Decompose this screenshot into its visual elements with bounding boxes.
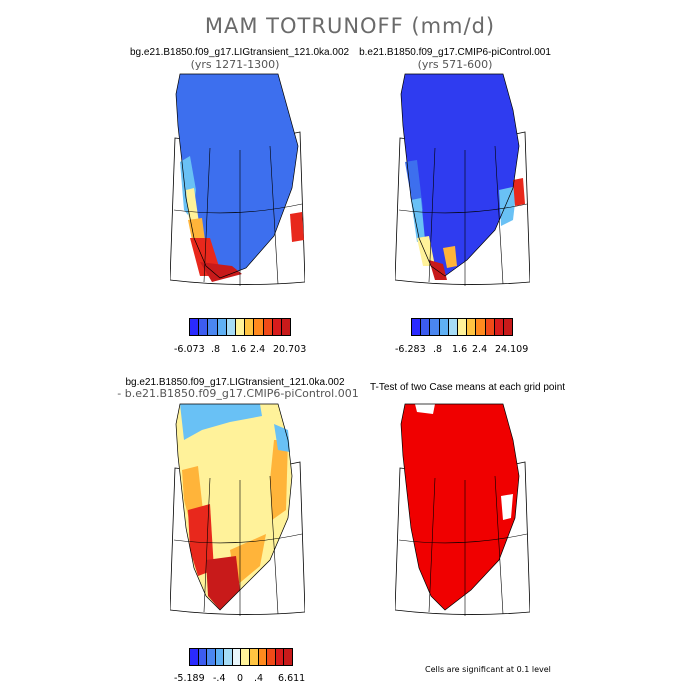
margin-cyan: [411, 198, 425, 242]
colorbar-swatch-11: [284, 649, 292, 665]
colorbar-diff-label-4: 6.611: [278, 673, 306, 684]
parallel-line: [398, 203, 528, 214]
map-case1: [170, 73, 305, 286]
ttest-footnote: Cells are significant at 0.1 level: [425, 665, 551, 674]
colorbar-case1: [189, 318, 291, 336]
colorbar-case1-label-4: 20.703: [273, 344, 307, 355]
colorbar-swatch-8: [258, 649, 268, 665]
east-cyan: [274, 424, 290, 452]
colorbar-swatch-2: [430, 319, 440, 335]
margin-red: [429, 260, 447, 280]
coastline: [400, 403, 520, 611]
east-orange: [270, 440, 288, 520]
parallel-line: [173, 533, 303, 544]
east-coast-red: [290, 212, 304, 242]
colorbar-case1-label-2: 1.6: [231, 344, 247, 355]
map-case2: [395, 73, 530, 286]
colorbar-case2-label-1: .8: [433, 344, 443, 355]
meridian-lines: [203, 475, 279, 616]
colorbar-case1-label-3: 2.4: [250, 344, 266, 355]
ice-sheet: [401, 74, 519, 276]
map-ttest: [395, 403, 530, 616]
meridian-lines: [428, 145, 504, 286]
colorbar-swatch-3: [439, 319, 449, 335]
colorbar-swatch-9: [267, 649, 276, 665]
colorbar-swatch-10: [281, 319, 291, 335]
colorbar-case2-label-0: -6.283: [395, 344, 426, 355]
coastline: [400, 73, 520, 277]
colorbar-swatch-5: [235, 319, 246, 335]
parallel-line: [398, 533, 528, 544]
colorbar-swatch-6: [241, 649, 251, 665]
meridian-lines: [203, 145, 279, 286]
coastline: [175, 73, 299, 279]
west-red: [188, 504, 214, 576]
colorbar-case2-label-4: 24.109: [495, 344, 529, 355]
colorbar-swatch-3: [215, 649, 225, 665]
south-red: [206, 556, 240, 610]
panel-case2-title: b.e21.B1850.f09_g17.CMIP6-piControl.001: [359, 47, 551, 58]
colorbar-swatch-9: [494, 319, 504, 335]
significant-cells: [401, 404, 519, 610]
colorbar-swatch-7: [476, 319, 486, 335]
panel-case1-subtitle: (yrs 1271-1300): [190, 58, 280, 71]
colorbar-swatch-10: [503, 319, 513, 335]
margin-darkred: [200, 262, 242, 282]
colorbar-swatch-0: [190, 649, 199, 665]
east-coast-red: [513, 178, 525, 206]
colorbar-diff-label-0: -5.189: [174, 673, 205, 684]
colorbar-diff-label-3: .4: [254, 673, 264, 684]
colorbar-diff-label-2: 0: [237, 673, 244, 684]
colorbar-swatch-6: [245, 319, 255, 335]
colorbar-swatch-5: [232, 649, 242, 665]
colorbar-case2: [411, 318, 513, 336]
colorbar-case1-label-0: -6.073: [174, 344, 205, 355]
panel-case2-subtitle: (yrs 571-600): [417, 58, 493, 71]
parallel-line: [173, 203, 303, 214]
colorbar-case2-label-3: 2.4: [472, 344, 488, 355]
colorbar-swatch-1: [198, 649, 208, 665]
colorbar-diff: [189, 648, 293, 666]
colorbar-swatch-2: [207, 649, 216, 665]
south-orange: [230, 534, 266, 586]
panel-case1-title: bg.e21.B1850.f09_g17.LIGtransient_121.0k…: [130, 47, 350, 58]
figure-title: MAM TOTRUNOFF (mm/d): [204, 14, 496, 38]
margin-orange: [443, 246, 457, 268]
colorbar-swatch-4: [448, 319, 458, 335]
north-cyan: [180, 404, 262, 440]
colorbar-swatch-7: [254, 319, 264, 335]
north-gap: [415, 404, 435, 414]
colorbar-swatch-4: [224, 649, 233, 665]
colorbar-case1-label-1: .8: [211, 344, 221, 355]
meridian-lines: [428, 475, 504, 616]
colorbar-swatch-8: [263, 319, 273, 335]
map-diff: [170, 403, 305, 616]
colorbar-swatch-7: [250, 649, 259, 665]
colorbar-diff-label-1: -.4: [213, 673, 226, 684]
colorbar-case2-label-2: 1.6: [452, 344, 468, 355]
colorbar-swatch-1: [199, 319, 209, 335]
east-gap: [501, 494, 513, 520]
colorbar-swatch-0: [412, 319, 422, 335]
panel-diff-title: bg.e21.B1850.f09_g17.LIGtransient_121.0k…: [125, 377, 345, 388]
coastline: [175, 403, 293, 611]
colorbar-swatch-2: [208, 319, 218, 335]
colorbar-swatch-6: [467, 319, 477, 335]
colorbar-swatch-4: [226, 319, 236, 335]
colorbar-swatch-5: [457, 319, 468, 335]
colorbar-swatch-10: [275, 649, 285, 665]
margin-cyan-east: [499, 186, 517, 226]
colorbar-swatch-0: [190, 319, 200, 335]
panel-diff-subtitle: - b.e21.B1850.f09_g17.CMIP6-piControl.00…: [117, 387, 359, 400]
colorbar-swatch-3: [217, 319, 227, 335]
colorbar-swatch-1: [421, 319, 431, 335]
panel-ttest-title: T-Test of two Case means at each grid po…: [369, 382, 566, 393]
colorbar-swatch-9: [272, 319, 282, 335]
colorbar-swatch-8: [485, 319, 495, 335]
